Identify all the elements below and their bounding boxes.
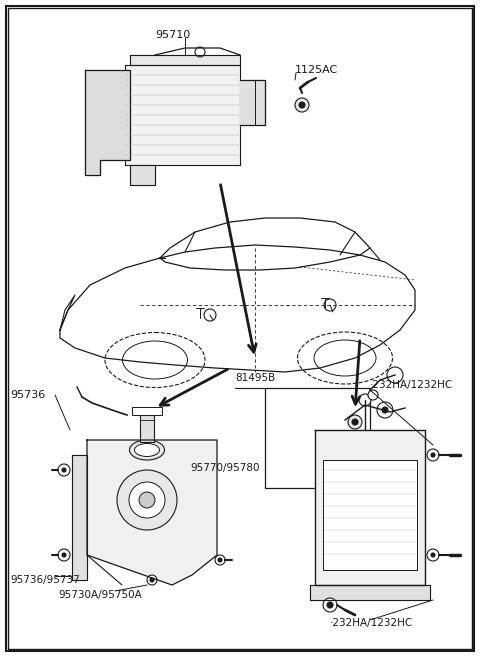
Circle shape xyxy=(92,85,102,95)
Polygon shape xyxy=(315,430,425,585)
Circle shape xyxy=(218,558,222,562)
Text: ·232HA/1232HC: ·232HA/1232HC xyxy=(330,618,413,628)
Text: 81495B: 81495B xyxy=(235,373,275,383)
Text: 95736: 95736 xyxy=(10,390,45,400)
Text: 1125AC: 1125AC xyxy=(295,65,338,75)
Ellipse shape xyxy=(134,443,159,457)
Circle shape xyxy=(195,47,205,57)
Text: 95736/95737: 95736/95737 xyxy=(10,575,80,585)
Polygon shape xyxy=(240,80,265,125)
Circle shape xyxy=(139,492,155,508)
Circle shape xyxy=(377,402,393,418)
Circle shape xyxy=(117,470,177,530)
Polygon shape xyxy=(310,585,430,600)
Text: 95710: 95710 xyxy=(155,30,190,40)
Circle shape xyxy=(348,415,362,429)
Circle shape xyxy=(431,453,435,457)
Circle shape xyxy=(323,598,337,612)
Bar xyxy=(323,460,417,570)
Polygon shape xyxy=(125,65,240,165)
Text: ·232HA/1232HC: ·232HA/1232HC xyxy=(370,380,453,390)
Polygon shape xyxy=(85,70,130,175)
Circle shape xyxy=(247,95,257,105)
Polygon shape xyxy=(87,440,217,585)
Text: 95770/95780: 95770/95780 xyxy=(190,463,260,473)
Circle shape xyxy=(427,549,439,561)
Circle shape xyxy=(327,602,333,608)
Circle shape xyxy=(295,98,309,112)
Circle shape xyxy=(129,482,165,518)
Circle shape xyxy=(147,575,157,585)
Polygon shape xyxy=(130,55,240,65)
Bar xyxy=(265,388,370,488)
Ellipse shape xyxy=(130,440,165,460)
Circle shape xyxy=(431,553,435,557)
Circle shape xyxy=(352,419,358,425)
Circle shape xyxy=(387,367,403,383)
Polygon shape xyxy=(130,165,155,185)
Circle shape xyxy=(299,102,305,108)
Circle shape xyxy=(359,394,371,406)
Circle shape xyxy=(92,140,102,150)
Circle shape xyxy=(58,464,70,476)
Bar xyxy=(140,415,154,442)
Circle shape xyxy=(62,468,66,472)
Circle shape xyxy=(382,407,388,413)
Polygon shape xyxy=(72,455,87,580)
Circle shape xyxy=(368,390,378,400)
Bar xyxy=(132,407,162,415)
Text: 95730A/95750A: 95730A/95750A xyxy=(58,590,142,600)
Circle shape xyxy=(427,449,439,461)
Circle shape xyxy=(215,555,225,565)
Circle shape xyxy=(204,309,216,321)
Circle shape xyxy=(62,553,66,557)
Circle shape xyxy=(324,299,336,311)
Circle shape xyxy=(58,549,70,561)
Circle shape xyxy=(150,578,154,582)
